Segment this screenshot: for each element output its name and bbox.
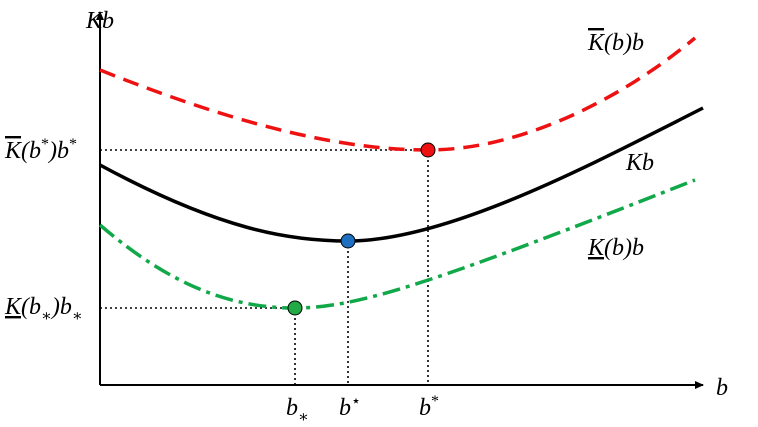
lower-level-label: K(b∗)b∗: [4, 294, 83, 325]
label-part: *: [41, 136, 49, 153]
label-part: )b: [50, 294, 72, 320]
x-axis-label: b: [716, 375, 728, 401]
label-part: (b)b: [604, 30, 644, 56]
label-part: Kb: [625, 150, 654, 176]
label-part: Kb: [85, 8, 114, 34]
label-part: K: [587, 30, 606, 56]
label-part: (b)b: [604, 235, 644, 261]
guides: [100, 149, 429, 385]
lower-min-point: [287, 300, 303, 316]
middle-curve: [99, 106, 704, 243]
lower-min-label: b∗: [286, 395, 309, 426]
label-part: ∗: [72, 308, 83, 325]
middle-min-label: b⋆: [339, 393, 361, 421]
label-part: )b: [47, 138, 69, 164]
lower-curve-label: K(b)b: [587, 235, 644, 261]
upper-curve-label: K(b)b: [587, 30, 644, 56]
middle-min-point: [340, 233, 356, 249]
label-part: K: [4, 294, 23, 320]
label-part: ⋆: [351, 393, 361, 410]
label-part: K: [587, 235, 606, 261]
label-part: (b: [21, 138, 41, 164]
label-part: *: [69, 136, 77, 153]
upper-level-label: K(b*)b*: [4, 136, 77, 164]
label-part: b: [716, 375, 728, 401]
label-part: *: [431, 393, 439, 410]
upper-min-point: [420, 142, 436, 158]
label-part: b: [286, 395, 298, 421]
middle-curve-label: Kb: [625, 150, 654, 176]
label-part: K: [4, 138, 23, 164]
label-part: b: [339, 395, 351, 421]
label-part: ∗: [298, 409, 309, 426]
y-axis-label: Kb: [85, 8, 114, 34]
label-part: (b: [21, 294, 41, 320]
upper-min-label: b*: [419, 393, 439, 421]
lower-curve: [98, 178, 696, 310]
label-part: ∗: [41, 308, 52, 325]
label-part: b: [419, 395, 431, 421]
